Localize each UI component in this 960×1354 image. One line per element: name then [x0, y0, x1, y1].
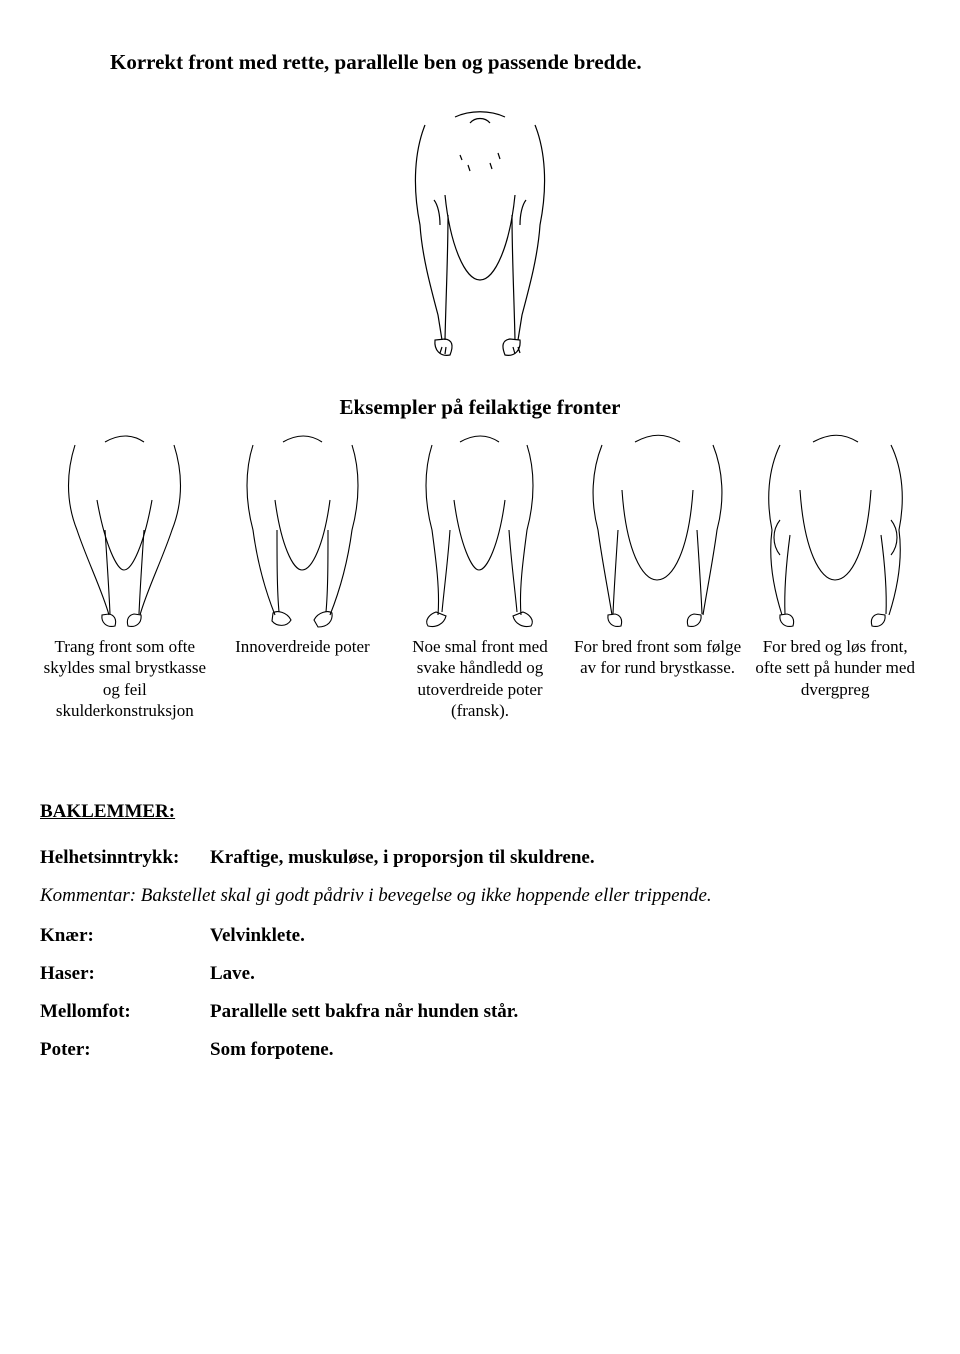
def-mellomfot: Mellomfot: Parallelle sett bakfra når hu…: [40, 1001, 920, 1023]
fault-4: For bred front som følge av for rund bry…: [573, 430, 743, 721]
examples-subtitle: Eksempler på feilaktige fronter: [40, 395, 920, 420]
fault-2: Innoverdreide poter: [218, 430, 388, 721]
def-label: Helhetsinntrykk:: [40, 847, 210, 869]
section-heading-baklemmer: BAKLEMMER:: [40, 801, 920, 823]
def-helhetsinntrykk: Helhetsinntrykk: Kraftige, muskuløse, i …: [40, 847, 920, 869]
caption-1: Trang front som ofte skyldes smal brystk…: [40, 636, 210, 721]
correct-front-figure: [40, 105, 920, 365]
def-text: Velvinklete.: [210, 925, 920, 947]
fault-5: For bred og løs front, ofte sett på hund…: [750, 430, 920, 721]
def-text: Kraftige, muskuløse, i proporsjon til sk…: [210, 847, 920, 869]
def-poter: Poter: Som forpotene.: [40, 1039, 920, 1061]
caption-3: Noe smal front med svake håndledd og uto…: [395, 636, 565, 721]
caption-4: For bred front som følge av for rund bry…: [573, 636, 743, 679]
def-text: Lave.: [210, 963, 920, 985]
def-label: Poter:: [40, 1039, 210, 1061]
comment-text: Kommentar: Bakstellet skal gi godt pådri…: [40, 885, 920, 907]
def-haser: Haser: Lave.: [40, 963, 920, 985]
caption-2: Innoverdreide poter: [218, 636, 388, 657]
page-title: Korrekt front med rette, parallelle ben …: [110, 50, 920, 75]
fault-1: Trang front som ofte skyldes smal brystk…: [40, 430, 210, 721]
def-knaer: Knær: Velvinklete.: [40, 925, 920, 947]
def-label: Mellomfot:: [40, 1001, 210, 1023]
def-text: Som forpotene.: [210, 1039, 920, 1061]
caption-5: For bred og løs front, ofte sett på hund…: [750, 636, 920, 700]
fault-examples-row: Trang front som ofte skyldes smal brystk…: [40, 430, 920, 721]
def-label: Knær:: [40, 925, 210, 947]
def-text: Parallelle sett bakfra når hunden står.: [210, 1001, 920, 1023]
fault-3: Noe smal front med svake håndledd og uto…: [395, 430, 565, 721]
def-label: Haser:: [40, 963, 210, 985]
